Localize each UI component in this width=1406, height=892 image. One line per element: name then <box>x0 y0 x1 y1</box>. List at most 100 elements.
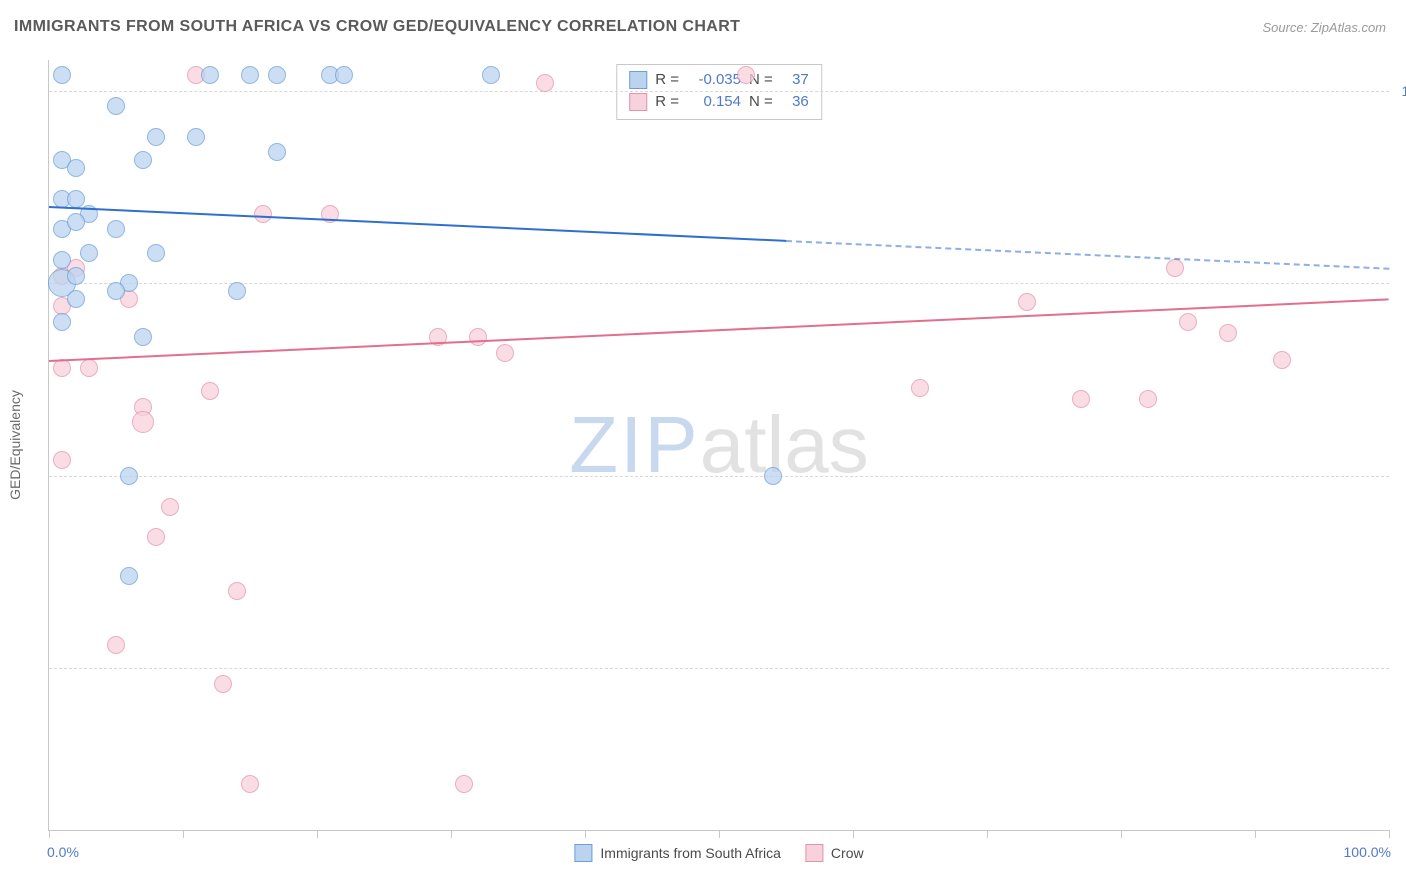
scatter-point <box>1072 390 1090 408</box>
r-label: R = <box>655 91 679 113</box>
legend-item: Crow <box>805 844 864 862</box>
scatter-point <box>241 775 259 793</box>
x-tick <box>1255 830 1256 838</box>
y-tick-label: 62.5% <box>1394 660 1406 676</box>
x-tick <box>183 830 184 838</box>
scatter-point <box>107 97 125 115</box>
scatter-point <box>1139 390 1157 408</box>
scatter-point <box>1166 259 1184 277</box>
r-value: 0.154 <box>687 91 741 113</box>
scatter-point <box>67 190 85 208</box>
legend-label: Crow <box>831 845 864 861</box>
scatter-point <box>496 344 514 362</box>
x-axis-min-label: 0.0% <box>47 844 79 860</box>
scatter-point <box>911 379 929 397</box>
swatch-icon <box>574 844 592 862</box>
gridline <box>49 476 1389 477</box>
scatter-point <box>107 636 125 654</box>
scatter-point <box>228 582 246 600</box>
scatter-point <box>737 66 755 84</box>
gridline <box>49 668 1389 669</box>
trend-line <box>49 206 786 242</box>
legend-label: Immigrants from South Africa <box>600 845 781 861</box>
y-axis-label: GED/Equivalency <box>7 390 23 500</box>
scatter-point <box>254 205 272 223</box>
scatter-point <box>80 359 98 377</box>
x-axis-max-label: 100.0% <box>1344 844 1391 860</box>
scatter-point <box>67 159 85 177</box>
scatter-point <box>187 128 205 146</box>
scatter-point <box>228 282 246 300</box>
scatter-point <box>147 244 165 262</box>
scatter-point <box>132 411 154 433</box>
chart-title: IMMIGRANTS FROM SOUTH AFRICA VS CROW GED… <box>14 18 740 36</box>
x-tick <box>1121 830 1122 838</box>
scatter-point <box>482 66 500 84</box>
y-tick-label: 75.0% <box>1394 468 1406 484</box>
scatter-point <box>67 290 85 308</box>
swatch-icon <box>629 71 647 89</box>
scatter-point <box>455 775 473 793</box>
scatter-point <box>241 66 259 84</box>
gridline <box>49 283 1389 284</box>
scatter-point <box>53 66 71 84</box>
r-label: R = <box>655 69 679 91</box>
scatter-point <box>214 675 232 693</box>
scatter-point <box>268 143 286 161</box>
x-tick <box>853 830 854 838</box>
scatter-point <box>161 498 179 516</box>
n-value: 37 <box>781 69 809 91</box>
scatter-point <box>53 313 71 331</box>
x-tick <box>585 830 586 838</box>
scatter-point <box>107 220 125 238</box>
x-tick <box>49 830 50 838</box>
y-tick-label: 100.0% <box>1394 83 1406 99</box>
scatter-point <box>80 244 98 262</box>
scatter-point <box>1273 351 1291 369</box>
watermark: ZIPatlas <box>569 399 868 491</box>
swatch-icon <box>805 844 823 862</box>
y-tick-label: 87.5% <box>1394 275 1406 291</box>
r-value: -0.035 <box>687 69 741 91</box>
plot-area: GED/Equivalency ZIPatlas R = -0.035 N = … <box>48 60 1389 831</box>
scatter-point <box>1018 293 1036 311</box>
scatter-point <box>107 282 125 300</box>
scatter-point <box>469 328 487 346</box>
scatter-point <box>134 151 152 169</box>
n-label: N = <box>749 91 773 113</box>
scatter-point <box>120 567 138 585</box>
x-tick <box>1389 830 1390 838</box>
n-value: 36 <box>781 91 809 113</box>
trend-line <box>786 240 1389 270</box>
scatter-point <box>134 328 152 346</box>
x-tick <box>719 830 720 838</box>
stats-legend-box: R = -0.035 N = 37 R = 0.154 N = 36 <box>616 64 822 120</box>
x-tick <box>987 830 988 838</box>
scatter-point <box>120 467 138 485</box>
stats-row: R = 0.154 N = 36 <box>629 91 809 113</box>
gridline <box>49 91 1389 92</box>
legend-item: Immigrants from South Africa <box>574 844 781 862</box>
scatter-point <box>147 528 165 546</box>
scatter-point <box>147 128 165 146</box>
x-tick <box>317 830 318 838</box>
chart-container: IMMIGRANTS FROM SOUTH AFRICA VS CROW GED… <box>0 0 1406 892</box>
scatter-point <box>53 359 71 377</box>
scatter-point <box>67 213 85 231</box>
scatter-point <box>764 467 782 485</box>
source-attribution: Source: ZipAtlas.com <box>1262 20 1386 35</box>
bottom-legend: Immigrants from South Africa Crow <box>574 844 863 862</box>
scatter-point <box>53 451 71 469</box>
scatter-point <box>1219 324 1237 342</box>
scatter-point <box>335 66 353 84</box>
x-tick <box>451 830 452 838</box>
scatter-point <box>67 267 85 285</box>
scatter-point <box>201 382 219 400</box>
scatter-point <box>268 66 286 84</box>
scatter-point <box>536 74 554 92</box>
stats-row: R = -0.035 N = 37 <box>629 69 809 91</box>
scatter-point <box>201 66 219 84</box>
scatter-point <box>53 251 71 269</box>
swatch-icon <box>629 93 647 111</box>
scatter-point <box>1179 313 1197 331</box>
